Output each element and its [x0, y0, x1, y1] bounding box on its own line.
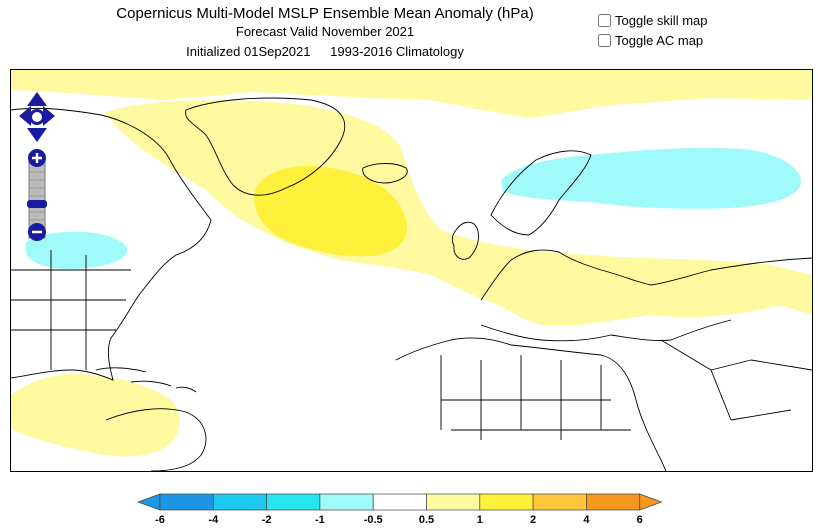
colorbar-tick-label: 4	[583, 514, 590, 526]
arrow-up-icon[interactable]	[27, 92, 47, 106]
colorbar-tick-label: -0.5	[364, 514, 383, 526]
zoom-control[interactable]	[27, 149, 47, 241]
positive-anomaly-arctic	[11, 70, 812, 118]
colorbar-segment	[319, 493, 374, 511]
colorbar-segment	[159, 493, 214, 511]
pan-control[interactable]	[19, 92, 55, 142]
colorbar-tick-label: 6	[637, 514, 643, 526]
map-panel[interactable]	[10, 69, 813, 472]
colorbar-tick-label: 0.5	[419, 514, 434, 526]
toggle-panel: Toggle skill map Toggle AC map	[598, 10, 708, 50]
uk-coast	[451, 221, 480, 260]
colorbar-segment	[426, 493, 481, 511]
navigation-svg	[19, 92, 55, 241]
iceland-coast	[362, 163, 408, 184]
toggle-skill-map-label: Toggle skill map	[615, 12, 708, 28]
coastlines	[11, 97, 812, 471]
colorbar-tick-label: -2	[262, 514, 272, 526]
south-america-coast	[105, 408, 207, 471]
us-state-lines	[11, 250, 131, 370]
toggle-ac-map-label: Toggle AC map	[615, 32, 704, 48]
map-navigation	[19, 92, 55, 242]
colorbar-segment	[212, 493, 267, 511]
colorbar: -6 -4 -2 -1 -0.5 0.5 1 2 4 6	[132, 492, 668, 527]
anomaly-fields	[11, 70, 812, 457]
colorbar-segment	[586, 493, 641, 511]
colorbar-arrow-right	[639, 493, 663, 511]
positive-anomaly-core	[254, 166, 407, 257]
africa-coast	[395, 337, 667, 471]
toggle-skill-map-checkbox[interactable]	[598, 13, 611, 27]
colorbar-arrow-left	[136, 493, 161, 511]
colorbar-segment	[372, 493, 427, 511]
map-header: Copernicus Multi-Model MSLP Ensemble Mea…	[0, 4, 650, 60]
mediterranean-coast	[480, 319, 732, 342]
map-subtitle: Forecast Valid November 2021	[235, 24, 415, 39]
north-america-coast	[11, 107, 212, 381]
initialized-label: Initialized 01Sep2021	[186, 44, 311, 59]
toggle-ac-map[interactable]: Toggle AC map	[598, 30, 708, 50]
colorbar-tick-label: -1	[315, 514, 325, 526]
colorbar-segment	[479, 493, 534, 511]
caribbean-islands	[95, 367, 197, 393]
negative-anomaly-scandinavia	[501, 147, 801, 209]
map-meta: Initialized 01Sep2021 1993-2016 Climatol…	[0, 43, 650, 60]
toggle-skill-map[interactable]: Toggle skill map	[598, 10, 708, 30]
greenland-coast	[185, 97, 346, 196]
map-canvas[interactable]	[11, 70, 812, 471]
colorbar-tick-label: 1	[477, 514, 483, 526]
colorbar-segment	[266, 493, 321, 511]
toggle-ac-map-checkbox[interactable]	[598, 33, 611, 47]
africa-borders	[440, 355, 631, 440]
arrow-right-icon[interactable]	[43, 106, 55, 126]
positive-anomaly-caribbean	[11, 373, 180, 457]
positive-anomaly-atlantic	[106, 100, 812, 326]
colorbar-tick-label: 2	[530, 514, 536, 526]
colorbar-tick-label: -6	[155, 514, 165, 526]
scandinavia-coast	[490, 150, 592, 236]
middle-east-borders	[660, 339, 812, 421]
colorbar-svg: -6 -4 -2 -1 -0.5 0.5 1 2 4 6	[136, 493, 663, 526]
arrow-left-icon[interactable]	[19, 106, 31, 126]
map-title: Copernicus Multi-Model MSLP Ensemble Mea…	[116, 5, 534, 22]
zoom-slider[interactable]	[27, 200, 47, 208]
colorbar-segment	[532, 493, 587, 511]
arrow-down-icon[interactable]	[27, 128, 47, 142]
colorbar-tick-label: -4	[208, 514, 219, 526]
europe-coast	[480, 249, 812, 301]
climatology-label: 1993-2016 Climatology	[330, 44, 464, 59]
